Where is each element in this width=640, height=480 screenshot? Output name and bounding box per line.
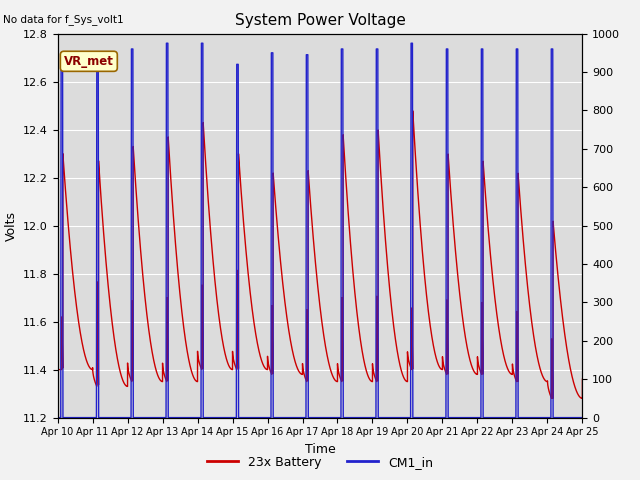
- CM1_in: [577, 415, 585, 420]
- 23x Battery: [579, 376, 586, 382]
- 23x Battery: [388, 313, 396, 319]
- Line: CM1_in: CM1_in: [58, 43, 582, 418]
- CM1_in: [510, 415, 518, 420]
- 23x Battery: [409, 108, 417, 114]
- CM1_in: [163, 40, 170, 46]
- CM1_in: [572, 415, 579, 420]
- Text: VR_met: VR_met: [64, 55, 114, 68]
- Text: No data for f_Sys_volt1: No data for f_Sys_volt1: [3, 14, 124, 25]
- Line: 23x Battery: 23x Battery: [58, 111, 582, 398]
- Title: System Power Voltage: System Power Voltage: [235, 13, 405, 28]
- 23x Battery: [524, 290, 532, 296]
- Y-axis label: Volts: Volts: [4, 211, 17, 240]
- CM1_in: [524, 415, 532, 420]
- CM1_in: [54, 415, 61, 420]
- 23x Battery: [577, 395, 585, 401]
- 23x Battery: [579, 396, 586, 401]
- 23x Battery: [510, 370, 518, 376]
- CM1_in: [290, 415, 298, 420]
- 23x Battery: [572, 385, 579, 391]
- 23x Battery: [54, 367, 61, 372]
- 23x Battery: [290, 353, 298, 359]
- Legend: 23x Battery, CM1_in: 23x Battery, CM1_in: [202, 451, 438, 474]
- CM1_in: [579, 415, 586, 420]
- X-axis label: Time: Time: [305, 443, 335, 456]
- CM1_in: [388, 415, 396, 420]
